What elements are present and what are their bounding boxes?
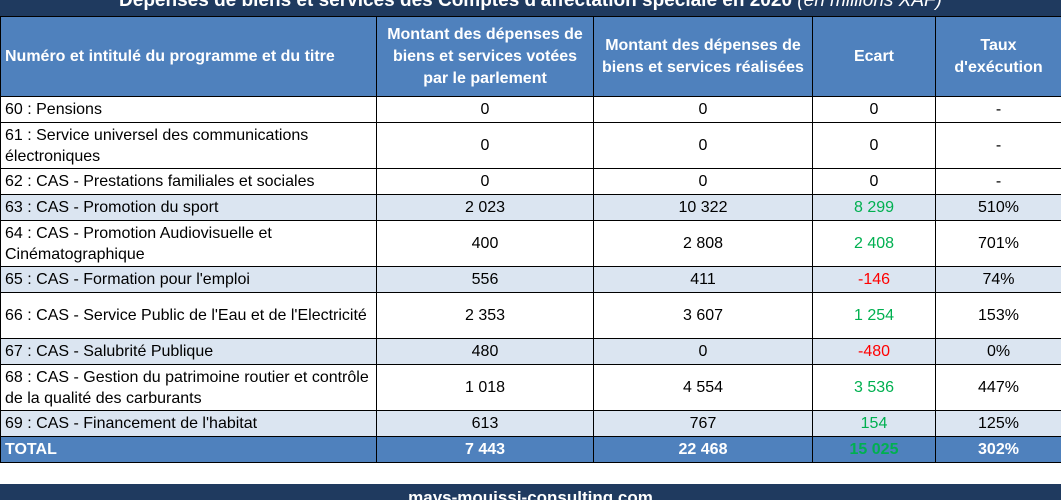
realized-amount: 767: [593, 410, 813, 437]
execution-rate: 510%: [935, 194, 1061, 221]
program-name: 69 : CAS - Financement de l'habitat: [0, 410, 377, 437]
gap-amount: 0: [812, 122, 936, 169]
table-row: 67 : CAS - Salubrité Publique 480 0 -480…: [0, 338, 1061, 365]
gap-amount: -146: [812, 266, 936, 293]
table-row: 63 : CAS - Promotion du sport 2 023 10 3…: [0, 194, 1061, 221]
voted-amount: 0: [376, 122, 594, 169]
execution-rate: -: [935, 96, 1061, 123]
total-row: TOTAL 7 443 22 468 15 025 302%: [0, 436, 1061, 463]
gap-amount: 8 299: [812, 194, 936, 221]
total-voted: 7 443: [376, 436, 594, 463]
program-name: 63 : CAS - Promotion du sport: [0, 194, 377, 221]
footer-source: mays-mouissi-consulting.com: [408, 488, 653, 500]
program-name: 68 : CAS - Gestion du patrimoine routier…: [0, 364, 377, 411]
program-name: 66 : CAS - Service Public de l'Eau et de…: [0, 292, 377, 339]
gap-amount: 3 536: [812, 364, 936, 411]
header-realized: Montant des dépenses de biens et service…: [593, 16, 813, 97]
program-name: 61 : Service universel des communication…: [0, 122, 377, 169]
table-title: Dépenses de biens et services des Compte…: [119, 0, 942, 11]
voted-amount: 613: [376, 410, 594, 437]
header-program: Numéro et intitulé du programme et du ti…: [0, 16, 377, 97]
table-row: 64 : CAS - Promotion Audiovisuelle et Ci…: [0, 220, 1061, 267]
total-rate: 302%: [935, 436, 1061, 463]
gap-amount: 0: [812, 96, 936, 123]
voted-amount: 0: [376, 168, 594, 195]
realized-amount: 4 554: [593, 364, 813, 411]
voted-amount: 556: [376, 266, 594, 293]
realized-amount: 0: [593, 122, 813, 169]
table-row: 66 : CAS - Service Public de l'Eau et de…: [0, 292, 1061, 339]
realized-amount: 0: [593, 96, 813, 123]
table-row: 69 : CAS - Financement de l'habitat 613 …: [0, 410, 1061, 437]
voted-amount: 0: [376, 96, 594, 123]
gap-amount: 1 254: [812, 292, 936, 339]
program-name: 62 : CAS - Prestations familiales et soc…: [0, 168, 377, 195]
expenses-table: Numéro et intitulé du programme et du ti…: [0, 16, 1061, 463]
realized-amount: 2 808: [593, 220, 813, 267]
execution-rate: -: [935, 122, 1061, 169]
title-banner: Dépenses de biens et services des Compte…: [0, 0, 1061, 16]
voted-amount: 2 353: [376, 292, 594, 339]
realized-amount: 411: [593, 266, 813, 293]
voted-amount: 2 023: [376, 194, 594, 221]
program-name: 64 : CAS - Promotion Audiovisuelle et Ci…: [0, 220, 377, 267]
title-unit: (en millions XAF): [797, 0, 942, 11]
total-label: TOTAL: [0, 436, 377, 463]
voted-amount: 1 018: [376, 364, 594, 411]
execution-rate: -: [935, 168, 1061, 195]
header-voted: Montant des dépenses de biens et service…: [376, 16, 594, 97]
gap-amount: 0: [812, 168, 936, 195]
execution-rate: 0%: [935, 338, 1061, 365]
program-name: 67 : CAS - Salubrité Publique: [0, 338, 377, 365]
execution-rate: 701%: [935, 220, 1061, 267]
realized-amount: 3 607: [593, 292, 813, 339]
execution-rate: 447%: [935, 364, 1061, 411]
realized-amount: 0: [593, 168, 813, 195]
gap-amount: 2 408: [812, 220, 936, 267]
gap-amount: 154: [812, 410, 936, 437]
total-gap: 15 025: [812, 436, 936, 463]
table-row: 68 : CAS - Gestion du patrimoine routier…: [0, 364, 1061, 411]
table-row: 65 : CAS - Formation pour l'emploi 556 4…: [0, 266, 1061, 293]
gap-amount: -480: [812, 338, 936, 365]
realized-amount: 0: [593, 338, 813, 365]
header-rate: Taux d'exécution: [935, 16, 1061, 97]
header-row: Numéro et intitulé du programme et du ti…: [0, 16, 1061, 97]
header-gap: Ecart: [812, 16, 936, 97]
total-realized: 22 468: [593, 436, 813, 463]
program-name: 65 : CAS - Formation pour l'emploi: [0, 266, 377, 293]
execution-rate: 74%: [935, 266, 1061, 293]
execution-rate: 153%: [935, 292, 1061, 339]
realized-amount: 10 322: [593, 194, 813, 221]
voted-amount: 400: [376, 220, 594, 267]
footer-banner: mays-mouissi-consulting.com: [0, 484, 1061, 500]
voted-amount: 480: [376, 338, 594, 365]
table-row: 62 : CAS - Prestations familiales et soc…: [0, 168, 1061, 195]
table-row: 60 : Pensions 0 0 0 -: [0, 96, 1061, 123]
table-row: 61 : Service universel des communication…: [0, 122, 1061, 169]
execution-rate: 125%: [935, 410, 1061, 437]
title-main: Dépenses de biens et services des Compte…: [119, 0, 793, 11]
program-name: 60 : Pensions: [0, 96, 377, 123]
